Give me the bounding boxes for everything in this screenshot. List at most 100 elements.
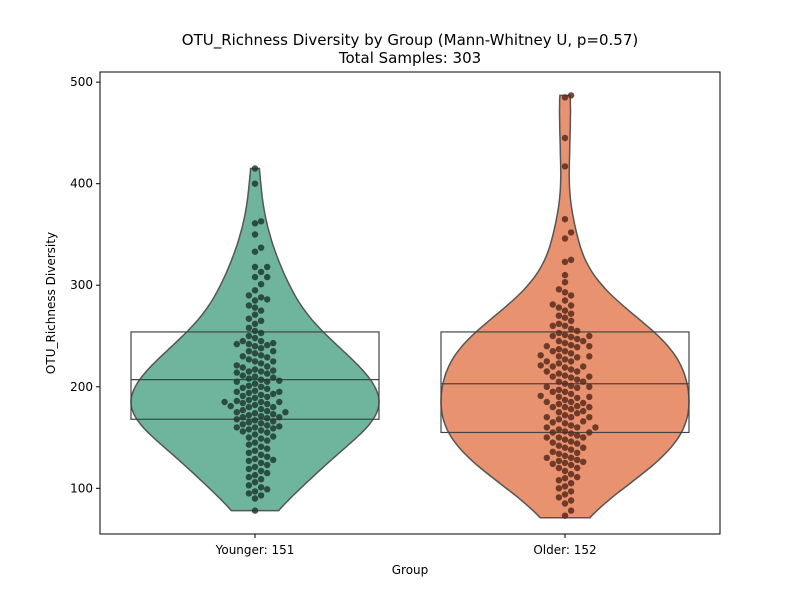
- data-point: [567, 398, 575, 406]
- data-point: [586, 332, 593, 340]
- data-point: [257, 459, 265, 467]
- data-point: [251, 495, 259, 502]
- data-point: [574, 394, 581, 402]
- data-point: [586, 403, 593, 411]
- data-point: [233, 388, 240, 395]
- data-point: [580, 399, 587, 407]
- data-point: [245, 324, 253, 332]
- data-point: [245, 340, 253, 348]
- data-point: [233, 424, 240, 431]
- data-point: [543, 383, 550, 390]
- data-point: [561, 356, 569, 363]
- data-point: [239, 384, 246, 391]
- data-point: [251, 311, 259, 318]
- data-point: [580, 378, 587, 385]
- data-point: [580, 444, 587, 451]
- data-point: [561, 459, 569, 467]
- data-point: [567, 470, 575, 478]
- data-point: [549, 363, 556, 370]
- data-point: [561, 339, 569, 347]
- data-point: [270, 411, 277, 418]
- data-point: [270, 456, 277, 464]
- data-point: [251, 273, 259, 281]
- data-point: [567, 350, 575, 357]
- data-point: [574, 464, 581, 472]
- data-point: [549, 448, 556, 455]
- data-point: [264, 393, 271, 401]
- data-point: [592, 424, 599, 431]
- data-point: [537, 392, 544, 400]
- data-point: [257, 294, 265, 301]
- data-point: [276, 423, 283, 430]
- data-point: [567, 302, 575, 309]
- data-point: [270, 390, 277, 398]
- data-point: [561, 380, 569, 387]
- data-point: [245, 396, 253, 404]
- data-point: [239, 428, 246, 435]
- data-point: [257, 376, 265, 383]
- data-point: [567, 229, 575, 236]
- data-point: [574, 449, 581, 456]
- data-point: [239, 406, 246, 414]
- data-point: [561, 475, 569, 482]
- plot-frame: [99, 71, 721, 535]
- data-point: [251, 350, 259, 357]
- data-point: [270, 358, 277, 365]
- data-point: [561, 491, 569, 498]
- data-point: [251, 447, 259, 454]
- data-point: [586, 383, 593, 390]
- y-tick-label: 100: [70, 481, 93, 495]
- data-point: [555, 416, 563, 423]
- data-point: [561, 467, 569, 475]
- data-point: [543, 414, 550, 421]
- data-point: [561, 134, 569, 142]
- data-point: [270, 348, 277, 355]
- data-point: [276, 414, 283, 421]
- data-point: [257, 360, 265, 367]
- data-point: [251, 394, 259, 402]
- x-tick-label: Younger: 151: [215, 543, 295, 557]
- data-point: [555, 360, 563, 367]
- data-point: [233, 340, 240, 348]
- data-point: [264, 363, 271, 370]
- data-point: [221, 398, 228, 406]
- data-point: [251, 417, 259, 424]
- data-point: [239, 399, 246, 407]
- x-axis-label: Group: [392, 563, 429, 577]
- data-point: [239, 337, 246, 345]
- data-point: [561, 314, 569, 321]
- data-point: [251, 479, 259, 486]
- data-point: [567, 366, 575, 373]
- data-point: [561, 307, 569, 314]
- data-point: [549, 348, 556, 355]
- data-point: [245, 292, 253, 299]
- data-point: [276, 398, 283, 406]
- data-point: [245, 482, 253, 489]
- data-point: [264, 469, 271, 477]
- data-point: [276, 388, 283, 395]
- data-point: [567, 430, 575, 437]
- data-point: [251, 343, 259, 350]
- data-point: [257, 352, 265, 359]
- data-point: [574, 344, 581, 351]
- data-point: [555, 426, 563, 433]
- data-point: [245, 332, 253, 340]
- data-point: [245, 419, 253, 426]
- data-point: [239, 421, 246, 428]
- data-point: [245, 302, 253, 309]
- data-point: [567, 414, 575, 421]
- data-point: [555, 286, 563, 293]
- data-point: [245, 315, 253, 322]
- data-point: [567, 310, 575, 317]
- data-point: [264, 407, 271, 415]
- data-point: [567, 333, 575, 341]
- data-point: [555, 457, 563, 465]
- data-point: [567, 341, 575, 349]
- data-point: [543, 358, 550, 365]
- data-point: [251, 387, 259, 394]
- data-point: [264, 378, 271, 385]
- data-point: [555, 494, 563, 501]
- data-point: [251, 431, 259, 438]
- data-point: [567, 438, 575, 445]
- data-point: [245, 368, 253, 375]
